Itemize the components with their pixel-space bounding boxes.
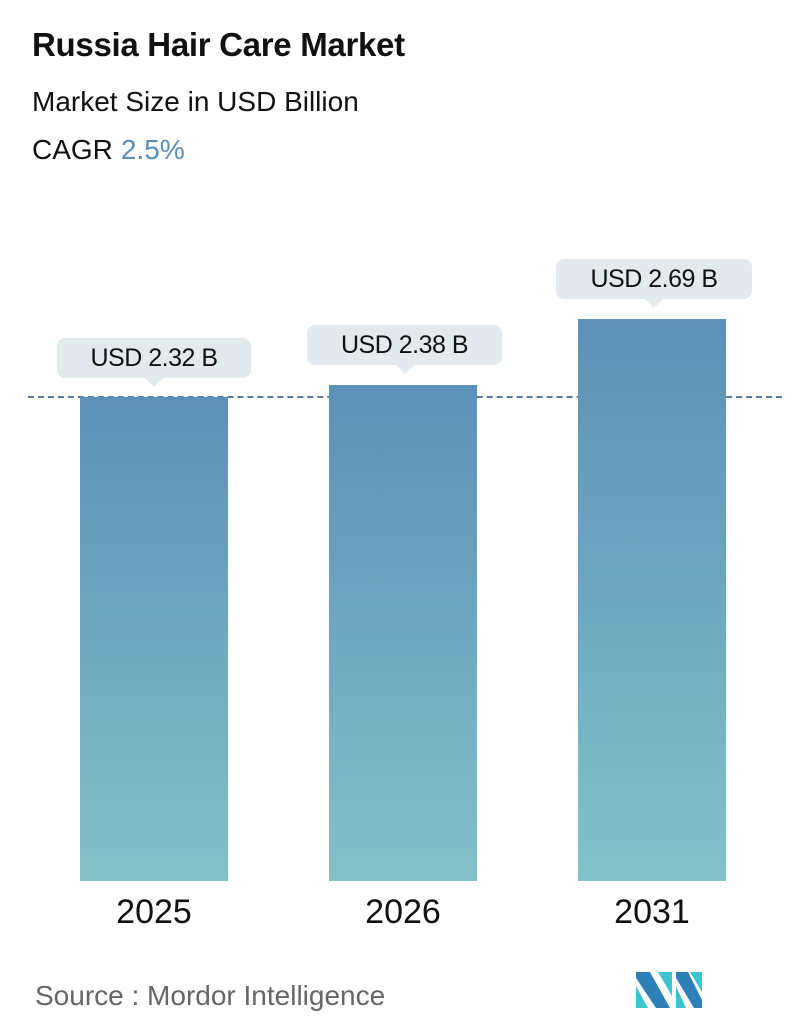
cagr-label: CAGR <box>32 134 113 165</box>
bar-2031 <box>578 319 726 881</box>
data-label-2025: USD 2.32 B <box>57 338 251 387</box>
chart-title: Russia Hair Care Market <box>32 26 405 63</box>
bar-2026 <box>329 385 477 881</box>
x-label-2031: 2031 <box>614 893 690 931</box>
mordor-intelligence-logo-icon <box>636 972 702 1008</box>
cagr-value: 2.5% <box>120 134 185 165</box>
cagr: CAGR 2.5% <box>32 134 185 166</box>
data-label-2031: USD 2.69 B <box>556 259 752 308</box>
x-label-2026: 2026 <box>365 893 441 931</box>
chart-subtitle: Market Size in USD Billion <box>32 86 359 117</box>
source-text: Source : Mordor Intelligence <box>35 980 386 1011</box>
bar-2025 <box>80 397 228 881</box>
x-label-2025: 2025 <box>116 893 192 931</box>
data-label-2026: USD 2.38 B <box>307 325 502 374</box>
